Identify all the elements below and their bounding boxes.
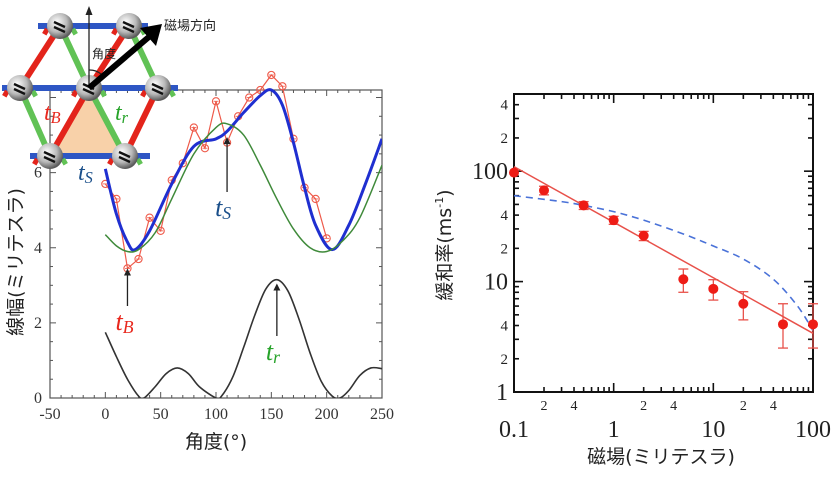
data-point	[678, 274, 689, 285]
x-tick-label: 50	[153, 406, 169, 423]
x-major-label: 0.1	[499, 417, 529, 443]
angle-label: 角度	[92, 46, 116, 61]
inset-tb-label: tB	[44, 100, 61, 127]
data-point	[278, 82, 287, 91]
spin-mark	[151, 87, 164, 96]
spin-mark	[151, 82, 164, 91]
spin-mark	[43, 150, 56, 159]
spin-mark	[53, 20, 66, 29]
spin-mark	[118, 150, 131, 159]
data-point	[267, 70, 276, 80]
x-tick-label: 200	[315, 406, 339, 423]
y-minor-label: 4	[501, 208, 509, 224]
x-major-label: 100	[795, 417, 831, 443]
spin-mark	[13, 87, 26, 96]
y-major-label: 100	[472, 159, 508, 185]
inset-ts-label: tS	[78, 160, 93, 187]
series-model	[513, 194, 814, 332]
data-point	[178, 159, 187, 168]
field-direction-label: 磁場方向	[164, 18, 216, 34]
triangle-fill	[50, 88, 125, 156]
x-axis-label: 磁場(ミリテスラ)	[587, 446, 735, 468]
y-tick-label: 0	[34, 390, 42, 407]
x-minor-label: 4	[571, 399, 578, 414]
y-tick-label: 4	[34, 240, 42, 257]
spin-mark	[122, 25, 135, 34]
x-minor-label: 2	[740, 399, 747, 414]
data-point	[608, 215, 619, 226]
data-point	[200, 144, 210, 153]
data-point	[134, 254, 143, 264]
data-point	[708, 283, 719, 294]
data-point	[211, 97, 221, 106]
spin-mark	[53, 25, 66, 34]
data-point	[509, 167, 519, 178]
data-point	[245, 93, 254, 102]
y-tick-label: 6	[34, 165, 42, 182]
spin-mark	[13, 82, 26, 91]
y-major-label: 10	[484, 270, 508, 296]
lattice-inset: 角度 磁場方向 tB tr tS	[2, 6, 216, 187]
field-arrow-shaft	[87, 33, 152, 91]
field-arrow-head	[140, 24, 162, 46]
y-axis-label: 緩和率(ms-1)	[433, 189, 456, 300]
x-major-label: 10	[701, 417, 725, 443]
y-minor-label: 2	[501, 352, 509, 368]
data-point	[189, 123, 199, 132]
spin-mark	[118, 155, 131, 164]
x-minor-label: 4	[670, 399, 677, 414]
data-point	[311, 194, 320, 204]
series-measured-line	[104, 74, 328, 270]
data-point	[256, 85, 265, 95]
y-tick-label: 2	[34, 315, 42, 332]
field-chart-frame	[513, 93, 814, 393]
data-point	[777, 319, 788, 330]
data-point	[539, 185, 550, 196]
x-minor-label: 4	[770, 399, 777, 414]
spin-mark	[82, 87, 95, 96]
data-point	[145, 213, 154, 222]
y-minor-label: 4	[501, 319, 509, 335]
x-tick-label: 0	[101, 406, 109, 423]
inset-tr-label: tr	[115, 100, 129, 127]
y-minor-label: 4	[501, 98, 509, 114]
series-fit-green	[104, 122, 382, 253]
field-chart: 0.1 1 10 100 2 4 2 4 2 4 1 10 100 2 4 2 4 2 4 磁場(ミリテスラ) 緩和率(…	[433, 93, 831, 468]
tr-arrow-head	[273, 283, 281, 291]
x-tick-label: 250	[370, 406, 394, 423]
series-power-law-fit	[513, 165, 814, 334]
x-tick-label: 100	[204, 406, 228, 423]
ts-label: tS	[215, 193, 231, 223]
reference-axis-head	[85, 6, 93, 15]
y-axis-label: 線幅(ミリテスラ)	[5, 188, 27, 336]
y-minor-label: 2	[501, 131, 509, 147]
data-point	[578, 200, 589, 211]
tb-label: tB	[115, 307, 133, 337]
x-minor-label: 2	[640, 399, 647, 414]
spin-mark	[122, 20, 135, 29]
data-point	[808, 319, 818, 330]
x-axis-label: 角度(°)	[185, 431, 247, 453]
data-point	[638, 230, 649, 241]
x-major-label: 1	[608, 417, 620, 443]
x-tick-label: -50	[39, 406, 60, 423]
ts-arrow-head	[223, 137, 231, 145]
y-minor-label: 2	[501, 241, 509, 257]
x-minor-label: 2	[541, 399, 548, 414]
y-major-label: 1	[496, 380, 508, 406]
x-tick-label: 150	[259, 406, 283, 423]
tr-label: tr	[266, 337, 280, 367]
spin-mark	[43, 155, 56, 164]
tb-arrow-head	[123, 268, 131, 276]
series-tr-component	[104, 278, 382, 398]
data-point	[738, 298, 749, 309]
bond-red	[47, 86, 92, 158]
